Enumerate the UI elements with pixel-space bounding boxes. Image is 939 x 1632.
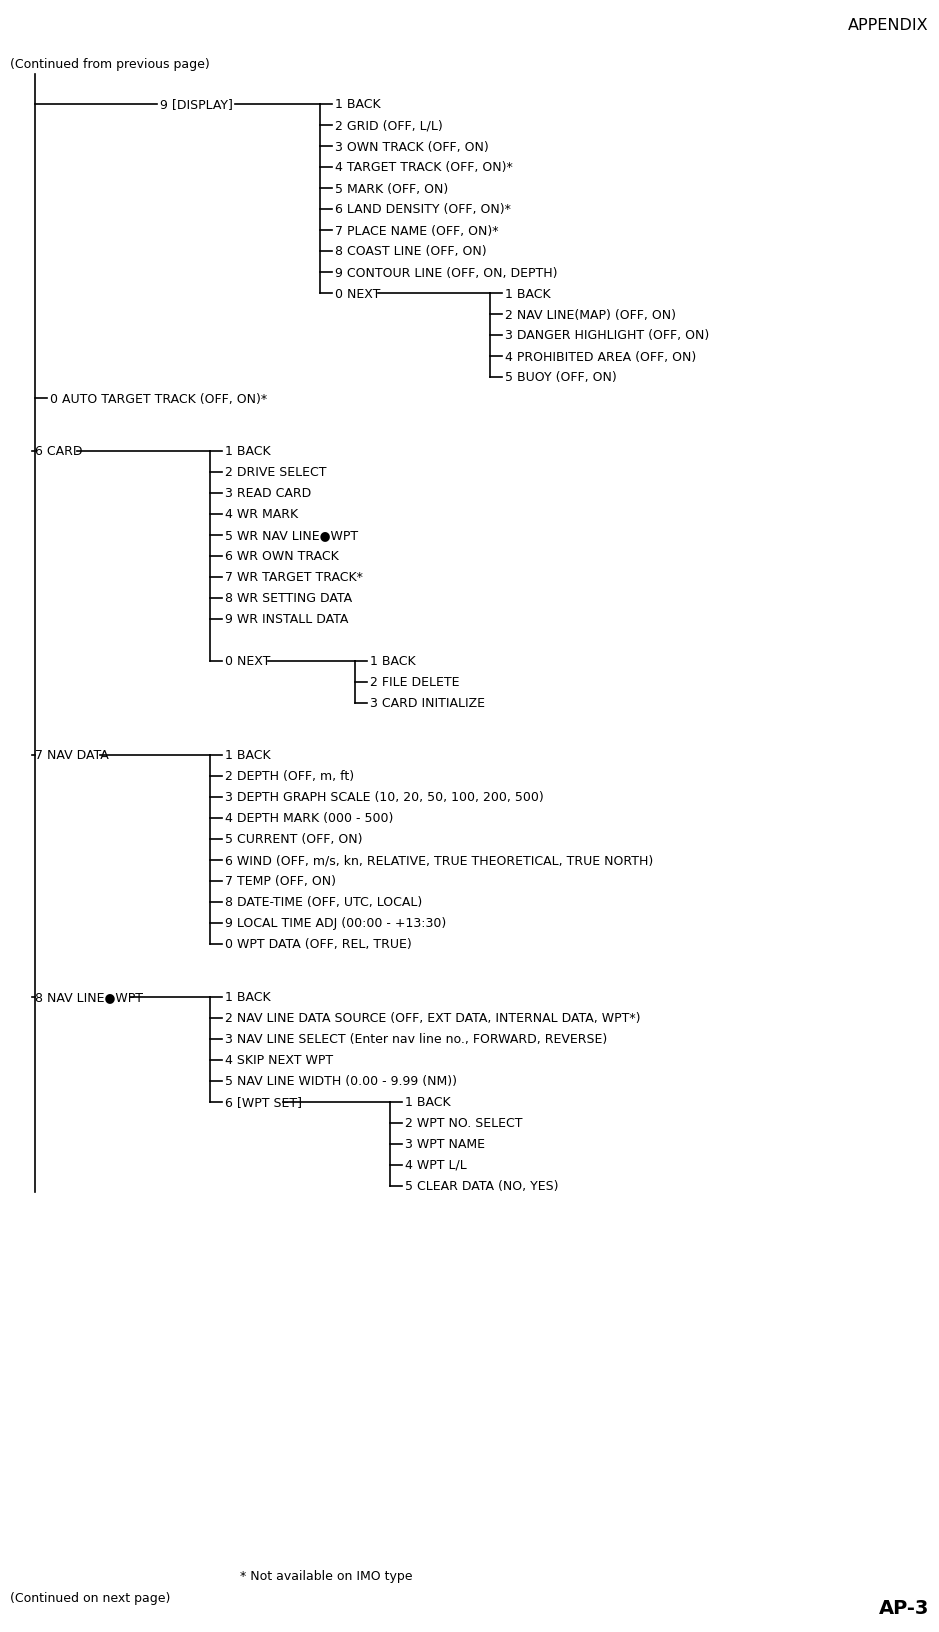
Text: 5 NAV LINE WIDTH (0.00 - 9.99 (NM)): 5 NAV LINE WIDTH (0.00 - 9.99 (NM)) [225, 1074, 457, 1087]
Text: 2 GRID (OFF, L/L): 2 GRID (OFF, L/L) [335, 119, 443, 132]
Text: 6 LAND DENSITY (OFF, ON)*: 6 LAND DENSITY (OFF, ON)* [335, 204, 511, 217]
Text: 1 BACK: 1 BACK [225, 446, 270, 457]
Text: (Continued from previous page): (Continued from previous page) [10, 59, 209, 70]
Text: 5 CLEAR DATA (NO, YES): 5 CLEAR DATA (NO, YES) [405, 1180, 559, 1193]
Text: 6 [WPT SET]: 6 [WPT SET] [225, 1095, 302, 1108]
Text: 5 BUOY (OFF, ON): 5 BUOY (OFF, ON) [505, 370, 617, 384]
Text: 7 NAV DATA: 7 NAV DATA [35, 749, 109, 762]
Text: 2 WPT NO. SELECT: 2 WPT NO. SELECT [405, 1116, 522, 1129]
Text: (Continued on next page): (Continued on next page) [10, 1591, 170, 1604]
Text: 1 BACK: 1 BACK [225, 749, 270, 762]
Text: 9 [DISPLAY]: 9 [DISPLAY] [160, 98, 233, 111]
Text: 7 TEMP (OFF, ON): 7 TEMP (OFF, ON) [225, 875, 336, 888]
Text: * Not available on IMO type: * Not available on IMO type [240, 1568, 412, 1581]
Text: 2 NAV LINE(MAP) (OFF, ON): 2 NAV LINE(MAP) (OFF, ON) [505, 308, 676, 322]
Text: 7 WR TARGET TRACK*: 7 WR TARGET TRACK* [225, 571, 362, 584]
Text: APPENDIX: APPENDIX [848, 18, 929, 33]
Text: 9 CONTOUR LINE (OFF, ON, DEPTH): 9 CONTOUR LINE (OFF, ON, DEPTH) [335, 266, 558, 279]
Text: 1 BACK: 1 BACK [335, 98, 380, 111]
Text: 6 CARD: 6 CARD [35, 446, 83, 457]
Text: 1 BACK: 1 BACK [505, 287, 550, 300]
Text: 2 FILE DELETE: 2 FILE DELETE [370, 676, 459, 689]
Text: 2 NAV LINE DATA SOURCE (OFF, EXT DATA, INTERNAL DATA, WPT*): 2 NAV LINE DATA SOURCE (OFF, EXT DATA, I… [225, 1012, 640, 1025]
Text: 0 NEXT: 0 NEXT [225, 654, 270, 667]
Text: 4 WR MARK: 4 WR MARK [225, 508, 298, 521]
Text: 4 SKIP NEXT WPT: 4 SKIP NEXT WPT [225, 1053, 333, 1066]
Text: 3 DEPTH GRAPH SCALE (10, 20, 50, 100, 200, 500): 3 DEPTH GRAPH SCALE (10, 20, 50, 100, 20… [225, 792, 544, 805]
Text: 3 READ CARD: 3 READ CARD [225, 486, 311, 499]
Text: 9 LOCAL TIME ADJ (00:00 - +13:30): 9 LOCAL TIME ADJ (00:00 - +13:30) [225, 917, 446, 930]
Text: 9 WR INSTALL DATA: 9 WR INSTALL DATA [225, 612, 348, 625]
Text: 3 CARD INITIALIZE: 3 CARD INITIALIZE [370, 697, 485, 710]
Text: 2 DRIVE SELECT: 2 DRIVE SELECT [225, 465, 327, 478]
Text: 3 WPT NAME: 3 WPT NAME [405, 1138, 485, 1151]
Text: 1 BACK: 1 BACK [405, 1095, 451, 1108]
Text: 8 COAST LINE (OFF, ON): 8 COAST LINE (OFF, ON) [335, 245, 486, 258]
Text: 5 CURRENT (OFF, ON): 5 CURRENT (OFF, ON) [225, 832, 362, 845]
Text: 6 WIND (OFF, m/s, kn, RELATIVE, TRUE THEORETICAL, TRUE NORTH): 6 WIND (OFF, m/s, kn, RELATIVE, TRUE THE… [225, 854, 654, 867]
Text: 3 OWN TRACK (OFF, ON): 3 OWN TRACK (OFF, ON) [335, 140, 489, 153]
Text: 3 NAV LINE SELECT (Enter nav line no., FORWARD, REVERSE): 3 NAV LINE SELECT (Enter nav line no., F… [225, 1033, 608, 1046]
Text: 2 DEPTH (OFF, m, ft): 2 DEPTH (OFF, m, ft) [225, 770, 354, 783]
Text: 4 TARGET TRACK (OFF, ON)*: 4 TARGET TRACK (OFF, ON)* [335, 162, 513, 175]
Text: 7 PLACE NAME (OFF, ON)*: 7 PLACE NAME (OFF, ON)* [335, 224, 499, 237]
Text: 0 AUTO TARGET TRACK (OFF, ON)*: 0 AUTO TARGET TRACK (OFF, ON)* [50, 392, 267, 405]
Text: 1 BACK: 1 BACK [225, 991, 270, 1004]
Text: 1 BACK: 1 BACK [370, 654, 416, 667]
Text: 0 NEXT: 0 NEXT [335, 287, 380, 300]
Text: 4 WPT L/L: 4 WPT L/L [405, 1159, 467, 1172]
Text: 3 DANGER HIGHLIGHT (OFF, ON): 3 DANGER HIGHLIGHT (OFF, ON) [505, 330, 709, 343]
Text: AP-3: AP-3 [879, 1598, 929, 1617]
Text: 5 WR NAV LINE●WPT: 5 WR NAV LINE●WPT [225, 529, 358, 542]
Text: 6 WR OWN TRACK: 6 WR OWN TRACK [225, 550, 339, 563]
Text: 8 DATE-TIME (OFF, UTC, LOCAL): 8 DATE-TIME (OFF, UTC, LOCAL) [225, 896, 423, 909]
Text: 0 WPT DATA (OFF, REL, TRUE): 0 WPT DATA (OFF, REL, TRUE) [225, 938, 411, 951]
Text: 4 PROHIBITED AREA (OFF, ON): 4 PROHIBITED AREA (OFF, ON) [505, 351, 696, 364]
Text: 4 DEPTH MARK (000 - 500): 4 DEPTH MARK (000 - 500) [225, 813, 393, 826]
Text: 8 NAV LINE●WPT: 8 NAV LINE●WPT [35, 991, 143, 1004]
Text: 8 WR SETTING DATA: 8 WR SETTING DATA [225, 592, 352, 604]
Text: 5 MARK (OFF, ON): 5 MARK (OFF, ON) [335, 183, 448, 196]
